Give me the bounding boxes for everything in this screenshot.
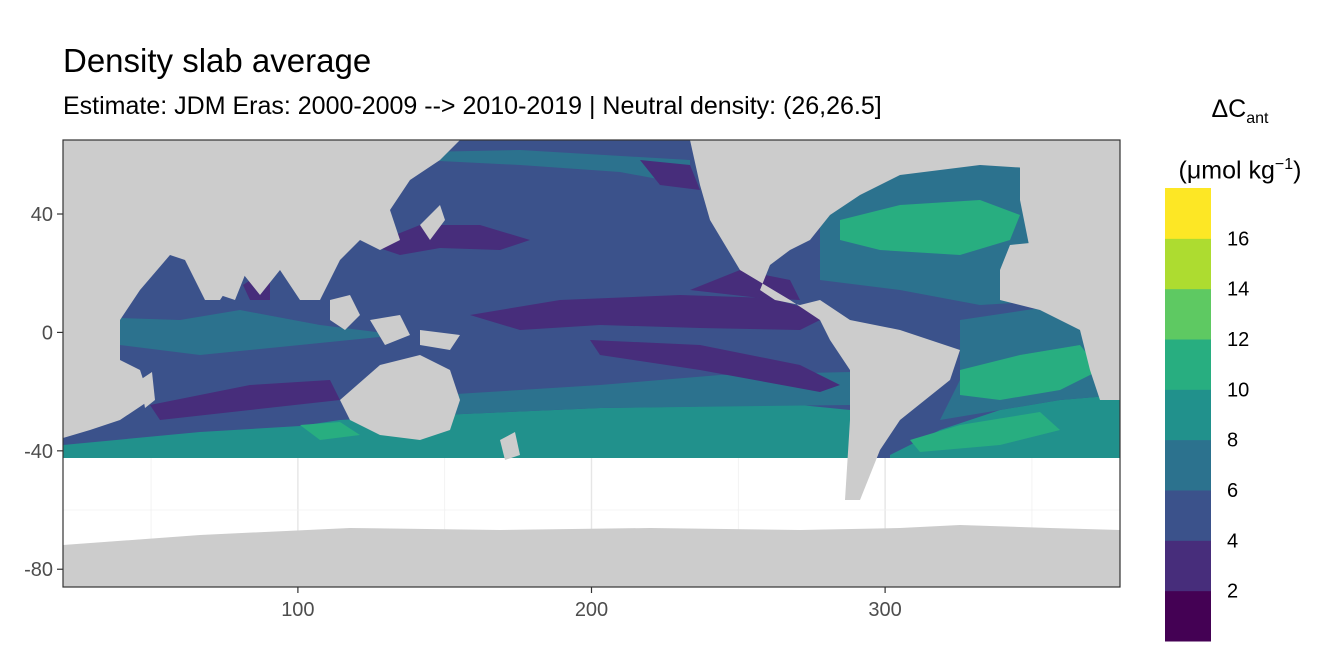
north-pacific-low: [640, 160, 700, 190]
legend: 2 4 6 8 10 12 14 16: [1165, 188, 1249, 642]
land: [63, 140, 1120, 587]
x-tick-label: 300: [868, 599, 901, 621]
legend-unit-open: (μmol kg: [1178, 156, 1275, 185]
southern-ocean-band: [63, 405, 870, 458]
legend-bin: [1165, 339, 1211, 390]
y-tick-label: 0: [42, 322, 53, 344]
map-layer: [63, 140, 1120, 587]
pacific-south-band: [440, 372, 850, 415]
kuroshio-low: [370, 225, 530, 255]
legend-bin: [1165, 188, 1211, 239]
legend-bin: [1165, 238, 1211, 290]
legend-bin: [1165, 389, 1211, 441]
legend-delta: ΔC: [1211, 95, 1247, 123]
legend-label: 8: [1227, 430, 1238, 452]
legend-label: 4: [1227, 530, 1238, 552]
indian-ocean-band: [120, 310, 400, 355]
chart-subtitle: Estimate: JDM Eras: 2000-2009 --> 2010-2…: [63, 92, 882, 120]
legend-bin: [1165, 590, 1211, 642]
north-pacific-band: [420, 150, 690, 185]
legend-bin: [1165, 490, 1211, 541]
legend-label: 12: [1227, 329, 1249, 351]
indian-low: [150, 380, 340, 420]
legend-sub: ant: [1246, 110, 1269, 127]
legend-label: 6: [1227, 480, 1238, 502]
legend-title: ΔCant (μmol kg−1): [1160, 86, 1320, 193]
y-tick-label: -80: [24, 559, 53, 581]
legend-unit-sup: −1: [1274, 156, 1294, 173]
legend-bin: [1165, 439, 1211, 491]
legend-label: 10: [1227, 379, 1249, 401]
legend-bin: [1165, 540, 1211, 592]
chart-title: Density slab average: [63, 42, 372, 79]
south-pacific-low: [590, 340, 840, 392]
legend-label: 14: [1227, 279, 1249, 301]
legend-bin: [1165, 288, 1211, 340]
x-tick-label: 200: [575, 599, 608, 621]
north-atlantic-high: [840, 200, 1020, 255]
south-atlantic-high: [960, 345, 1100, 400]
pacific-equatorial-low: [470, 295, 830, 330]
south-atlantic-high-2: [910, 412, 1060, 452]
legend-label: 16: [1227, 228, 1249, 250]
y-tick-label: 40: [31, 204, 53, 226]
legend-unit-close: ): [1293, 156, 1302, 185]
legend-label: 2: [1227, 581, 1238, 603]
x-tick-label: 100: [281, 599, 314, 621]
y-tick-label: -40: [24, 441, 53, 463]
south-indian-high: [300, 422, 360, 440]
